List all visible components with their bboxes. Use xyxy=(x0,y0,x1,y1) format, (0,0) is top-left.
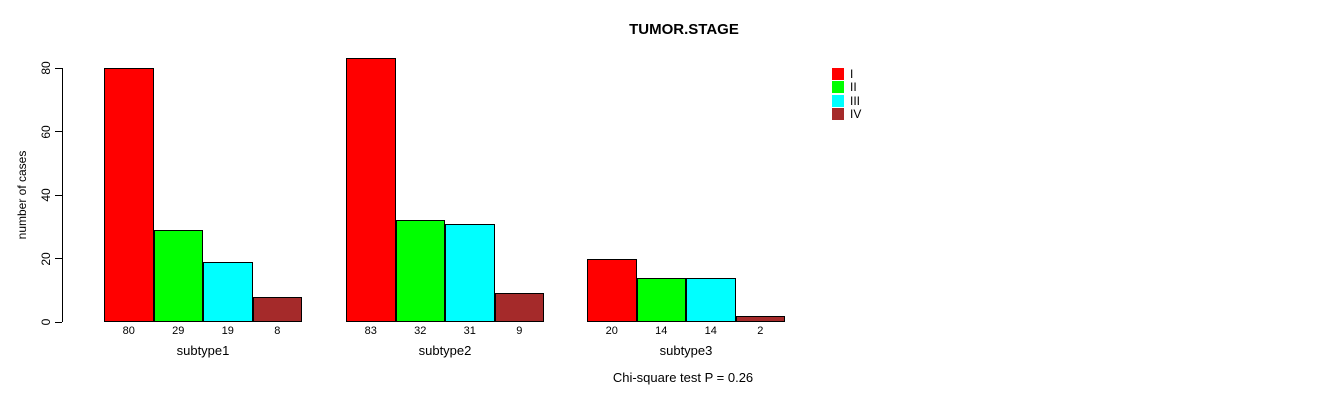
x-category-label-subtype2: subtype2 xyxy=(418,343,472,358)
bar-subtype2-stage-I xyxy=(346,58,396,322)
bar-subtype3-stage-I xyxy=(587,258,637,322)
legend-label-IV: IV xyxy=(850,107,862,122)
bar-subtype2-stage-III xyxy=(445,223,495,322)
bar-value-label-subtype3-stage-II: 14 xyxy=(655,325,668,337)
bar-subtype2-stage-II xyxy=(395,220,445,322)
legend-swatch-III xyxy=(832,94,844,107)
bar-value-label-subtype2-stage-II: 32 xyxy=(414,325,427,337)
bar-value-label-subtype1-stage-II: 29 xyxy=(172,325,185,337)
y-axis-tick-label-40: 40 xyxy=(39,188,53,202)
legend-row-IV: IV xyxy=(832,108,861,122)
bar-subtype2-stage-IV xyxy=(494,293,544,322)
y-axis-tick-0 xyxy=(55,321,62,323)
chart-title: TUMOR.STAGE xyxy=(629,21,739,38)
legend-row-II: II xyxy=(832,81,861,95)
bar-subtype1-stage-III xyxy=(203,261,253,322)
y-axis-line xyxy=(62,68,63,322)
bar-value-label-subtype3-stage-IV: 2 xyxy=(757,325,764,337)
y-axis-tick-label-0: 0 xyxy=(39,318,53,326)
y-axis-tick-80 xyxy=(55,67,62,69)
legend-row-III: III xyxy=(832,94,861,108)
y-axis-title: number of cases xyxy=(15,150,29,240)
legend-swatch-II xyxy=(832,81,844,94)
legend-swatch-IV xyxy=(832,108,844,121)
y-axis-tick-label-80: 80 xyxy=(39,61,53,75)
bar-value-label-subtype1-stage-IV: 8 xyxy=(274,325,281,337)
x-category-label-subtype1: subtype1 xyxy=(176,343,230,358)
y-axis-tick-60 xyxy=(55,131,62,132)
y-axis-tick-label-60: 60 xyxy=(39,124,53,139)
legend: I II III IV xyxy=(832,67,861,121)
bar-subtype1-stage-IV xyxy=(252,296,302,322)
bar-value-label-subtype2-stage-III: 31 xyxy=(463,325,476,337)
bar-value-label-subtype3-stage-III: 14 xyxy=(704,325,717,337)
legend-label-III: III xyxy=(850,93,861,108)
legend-label-I: I xyxy=(850,66,854,81)
chi-square-annotation: Chi-square test P = 0.26 xyxy=(612,370,754,385)
bar-value-label-subtype2-stage-I: 83 xyxy=(364,325,377,337)
bar-value-label-subtype1-stage-III: 19 xyxy=(221,325,234,337)
legend-label-II: II xyxy=(850,80,857,95)
legend-swatch-I xyxy=(832,67,844,80)
bar-subtype3-stage-IV xyxy=(735,315,785,322)
bar-value-label-subtype1-stage-I: 80 xyxy=(122,325,135,337)
y-axis-tick-20 xyxy=(55,258,62,259)
bar-subtype1-stage-I xyxy=(104,68,154,322)
bar-subtype3-stage-II xyxy=(636,277,686,322)
y-axis-tick-40 xyxy=(55,194,62,196)
bar-value-label-subtype3-stage-I: 20 xyxy=(605,325,618,337)
bar-subtype3-stage-III xyxy=(686,277,736,322)
bar-value-label-subtype2-stage-IV: 9 xyxy=(516,325,523,337)
legend-row-I: I xyxy=(832,67,861,81)
bar-subtype1-stage-II xyxy=(153,229,203,322)
x-category-label-subtype3: subtype3 xyxy=(659,343,713,358)
y-axis-tick-label-20: 20 xyxy=(39,251,53,266)
